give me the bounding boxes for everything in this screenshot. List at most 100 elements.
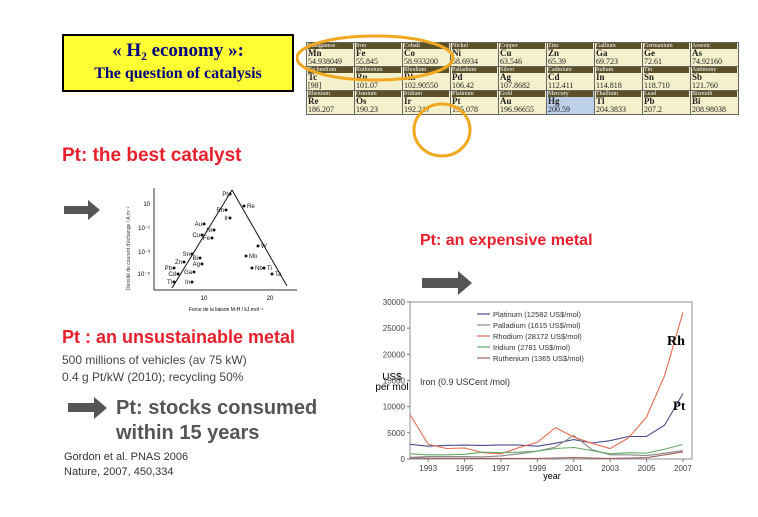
volcano-point xyxy=(182,260,186,264)
volcano-point xyxy=(256,244,260,248)
element-symbol: Cd xyxy=(548,72,560,82)
element-name: Iron xyxy=(356,43,401,49)
price-note: Iron (0.9 USCent /mol) xyxy=(420,377,510,387)
element-name: Arsenic xyxy=(692,43,737,49)
element-name: Manganese xyxy=(308,43,353,49)
element-symbol: Os xyxy=(356,96,367,106)
element-symbol: Re xyxy=(308,96,319,106)
price-ylabel-2: per mol xyxy=(375,382,408,393)
volcano-xtick: 20 xyxy=(267,296,274,302)
volcano-point xyxy=(250,266,254,270)
element-mass: 106.42 xyxy=(452,81,474,90)
element-mass: 101.07 xyxy=(356,81,378,90)
arrow-best-head xyxy=(88,200,100,220)
element-mass: 63.546 xyxy=(500,57,522,66)
element-mass: 196.96655 xyxy=(500,105,534,114)
volcano-point xyxy=(200,262,204,266)
volcano-point xyxy=(224,208,228,212)
element-cell-mn: Manganese Mn 54.938049 xyxy=(306,42,355,67)
element-mass: 204.3833 xyxy=(596,105,626,114)
element-symbol: Tl xyxy=(596,96,605,106)
element-name: Gallium xyxy=(596,43,641,49)
volcano-point-label: Rh xyxy=(216,208,224,214)
volcano-point-label: Re xyxy=(247,204,255,210)
element-name: Tin xyxy=(644,67,689,73)
element-mass: 58.6934 xyxy=(452,57,478,66)
volcano-point-label: Ir xyxy=(224,216,228,222)
element-name: Indium xyxy=(596,67,641,73)
element-name: Bismuth xyxy=(692,91,737,97)
element-mass: 186.207 xyxy=(308,105,334,114)
element-cell-cu: Copper Cu 63.546 xyxy=(498,42,547,67)
volcano-point-label: In xyxy=(185,280,190,286)
element-symbol: In xyxy=(596,72,605,82)
element-cell-pd: Palladium Pd 106.42 xyxy=(450,66,499,91)
volcano-point-label: Fe xyxy=(203,236,211,242)
volcano-point xyxy=(190,280,194,284)
element-name: Ruthenium xyxy=(356,67,401,73)
element-symbol: Au xyxy=(500,96,512,106)
price-ytick-label: 0 xyxy=(401,455,406,464)
volcano-point-label: W xyxy=(261,244,267,250)
element-cell-tl: Thallium Tl 204.3833 xyxy=(594,90,643,115)
element-name: Copper xyxy=(500,43,545,49)
legend-entry: Rhodium (28172 US$/mol) xyxy=(493,332,582,341)
volcano-xtick: 10 xyxy=(201,296,208,302)
element-name: Zinc xyxy=(548,43,593,49)
element-name: Rhodium xyxy=(404,67,449,73)
element-name: Platinum xyxy=(452,91,497,97)
element-mass: 112.411 xyxy=(548,81,574,90)
legend-entry: Iridium (2781 US$/mol) xyxy=(493,343,571,352)
volcano-ytick: 10⁻³ xyxy=(138,250,150,256)
series-line-2 xyxy=(409,312,684,455)
price-xtick-label: 2001 xyxy=(565,464,583,473)
series-line-3 xyxy=(409,443,684,456)
element-cell-au: Gold Au 196.96655 xyxy=(498,90,547,115)
volcano-point xyxy=(212,228,216,232)
element-cell-ga: Gallium Ga 69.723 xyxy=(594,42,643,67)
price-ylabel-1: US$ xyxy=(382,372,402,383)
price-label-rh: Rh xyxy=(667,334,685,349)
volcano-point xyxy=(242,204,246,208)
volcano-point xyxy=(244,254,248,258)
element-symbol: Pb xyxy=(644,96,655,106)
volcano-point-label: Tl xyxy=(167,280,172,286)
reference-2: Nature, 2007, 450,334 xyxy=(64,466,174,478)
element-symbol: Ir xyxy=(404,96,412,106)
element-mass: 54.938049 xyxy=(308,57,342,66)
element-cell-os: Osmium Os 190.23 xyxy=(354,90,403,115)
element-symbol: Zn xyxy=(548,48,560,58)
volcano-point-label: Cd xyxy=(168,272,176,278)
volcano-ytick: 10⁻¹ xyxy=(138,226,150,232)
element-mass: 65.39 xyxy=(548,57,566,66)
element-mass: 207.2 xyxy=(644,105,662,114)
volcano-point-label: Ni xyxy=(206,228,212,234)
element-mass: [98] xyxy=(308,81,322,90)
volcano-plot: Densité de courant d'échange / A.m⁻² 10 … xyxy=(126,188,297,313)
price-ytick-label: 25000 xyxy=(383,324,406,333)
element-symbol: Tc xyxy=(308,72,318,82)
volcano-xlabel: Force de la liaison M-H / kJ.mol⁻¹ xyxy=(189,307,264,313)
volcano-ylabel: Densité de courant d'échange / A.m⁻² xyxy=(126,206,132,290)
unsustainable-heading: Pt : an unsustainable metal xyxy=(62,327,296,347)
element-mass: 72.61 xyxy=(644,57,662,66)
element-name: Nickel xyxy=(452,43,497,49)
vehicles-line: 500 millions of vehicles (av 75 kW) xyxy=(62,353,247,367)
element-symbol: As xyxy=(692,48,703,58)
element-mass: 114.818 xyxy=(596,81,622,90)
volcano-right-line xyxy=(231,189,288,287)
element-name: Gold xyxy=(500,91,545,97)
expensive-heading: Pt: an expensive metal xyxy=(420,232,593,249)
volcano-point-label: Ti xyxy=(267,266,272,272)
price-xtick-label: 1993 xyxy=(419,464,437,473)
recycling-line: 0.4 g Pt/kW (2010); recycling 50% xyxy=(62,370,244,384)
title-line2: The question of catalysis xyxy=(94,65,262,82)
element-cell-ir: Iridium Ir 192.217 xyxy=(402,90,451,115)
element-symbol: Pt xyxy=(452,96,461,106)
volcano-point-label: Nb xyxy=(255,266,263,272)
stocks-line1: Pt: stocks consumed xyxy=(116,397,318,419)
element-name: Thallium xyxy=(596,91,641,97)
element-cell-bi: Bismuth Bi 208.98038 xyxy=(690,90,739,115)
price-label-pt: Pt xyxy=(673,398,686,413)
